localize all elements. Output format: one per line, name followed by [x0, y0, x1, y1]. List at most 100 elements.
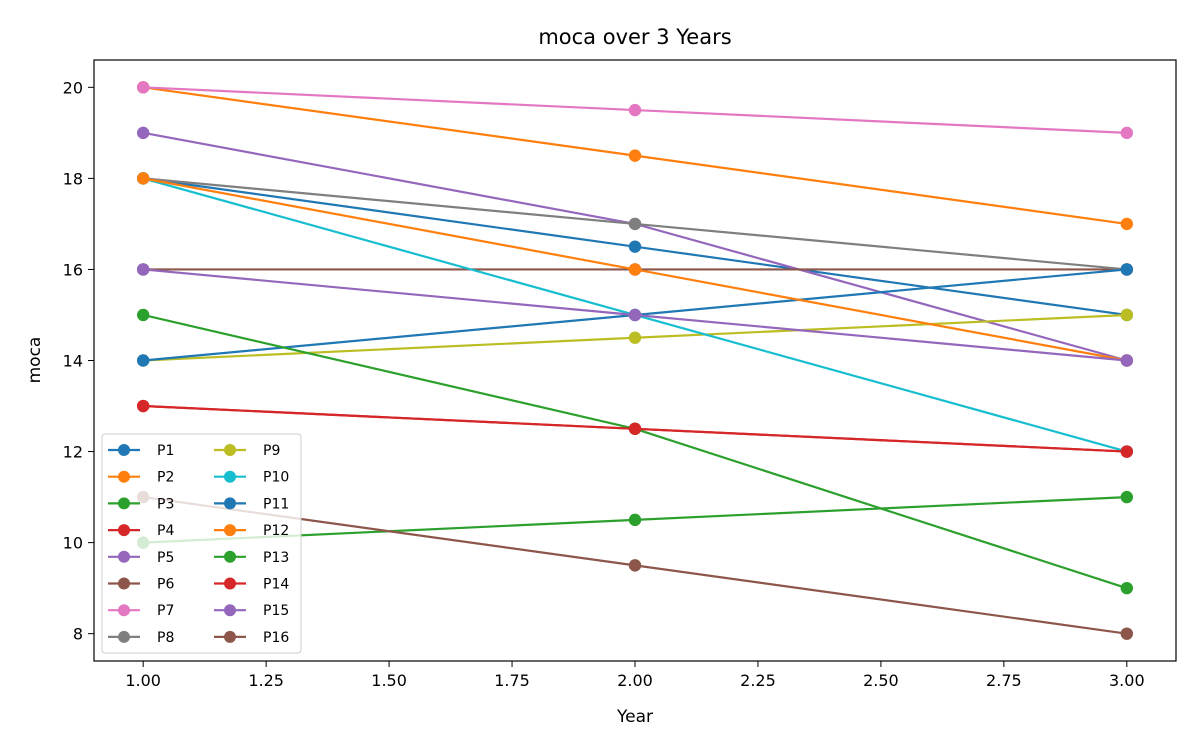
legend-marker [118, 497, 130, 510]
legend-label: P1 [157, 443, 174, 459]
legend-label: P4 [157, 523, 174, 539]
series-layer [136, 81, 1134, 640]
legend-marker [224, 577, 236, 590]
data-point [628, 559, 642, 572]
legend-label: P15 [263, 603, 289, 619]
legend-entry: P13 [214, 550, 289, 566]
legend-marker [224, 470, 236, 483]
legend-marker [118, 444, 130, 456]
y-tick-label: 20 [63, 78, 83, 97]
legend-marker [118, 470, 130, 483]
legend-label: P11 [263, 496, 289, 512]
data-point [1120, 490, 1134, 504]
legend-entry: P5 [108, 550, 174, 566]
y-tick-label: 12 [63, 443, 83, 462]
legend-marker [224, 604, 236, 617]
x-axis-label: Year [616, 707, 653, 727]
legend-entry: P10 [214, 470, 289, 486]
legend-items: P1 P2 P3 P4 P5 P6 P7 P8 P9 P10 P11 P12 P13 P14 P15 P16 [108, 443, 289, 646]
data-point [136, 263, 150, 276]
series-p14 [136, 399, 1134, 458]
legend-marker [118, 550, 130, 563]
legend-label: P5 [157, 550, 174, 566]
legend-marker [224, 550, 236, 563]
legend-label: P8 [157, 630, 174, 646]
legend-entry: P7 [108, 603, 174, 619]
y-axis-ticks: 8 10 12 14 16 18 20 [63, 78, 94, 644]
series-p8 [136, 172, 1134, 276]
data-point [1120, 217, 1134, 231]
y-tick-label: 16 [63, 260, 83, 279]
data-point [136, 399, 150, 413]
legend-marker [224, 630, 236, 643]
legend-label: P16 [263, 630, 289, 646]
series-p1 [136, 172, 1134, 322]
data-point [136, 81, 150, 94]
data-point [628, 240, 642, 253]
data-point [628, 103, 642, 117]
data-point [628, 422, 642, 435]
y-tick-label: 8 [73, 625, 83, 644]
data-point [136, 172, 150, 185]
y-tick-label: 10 [63, 534, 83, 553]
y-tick-label: 18 [63, 169, 83, 188]
legend-label: P10 [263, 470, 289, 486]
x-tick-label: 2.25 [740, 671, 776, 690]
data-point [1120, 126, 1134, 140]
legend-marker [118, 577, 130, 590]
legend-marker [118, 630, 130, 643]
legend-label: P3 [157, 496, 174, 512]
data-point [136, 308, 150, 322]
series-p2 [136, 81, 1134, 231]
legend-marker [224, 497, 236, 510]
series-p15 [136, 263, 1134, 367]
x-tick-label: 1.00 [125, 671, 161, 690]
legend-entry: P12 [214, 523, 289, 539]
legend-marker [224, 524, 236, 537]
x-tick-label: 3.00 [1109, 671, 1145, 690]
data-point [628, 331, 642, 344]
legend: P1 P2 P3 P4 P5 P6 P7 P8 P9 P10 P11 P12 P13 P14 P15 P16 [101, 433, 302, 654]
data-point [1120, 263, 1134, 276]
x-tick-label: 2.75 [986, 671, 1022, 690]
legend-marker [224, 444, 236, 456]
legend-entry: P16 [214, 630, 289, 646]
legend-label: P13 [263, 550, 289, 566]
x-axis-ticks: 1.00 1.25 1.50 1.75 2.00 2.25 2.50 2.75 3.00 [125, 661, 1145, 690]
legend-entry: P8 [108, 630, 174, 646]
legend-entry: P4 [108, 523, 174, 539]
data-point [628, 513, 642, 527]
data-point [628, 263, 642, 276]
data-point [1120, 308, 1134, 322]
legend-entry: P9 [214, 443, 280, 459]
legend-entry: P11 [214, 496, 289, 512]
x-tick-label: 2.00 [617, 671, 653, 690]
legend-label: P14 [263, 577, 289, 593]
series-p7 [136, 81, 1134, 140]
legend-marker [118, 604, 130, 617]
data-point [1120, 354, 1134, 367]
legend-label: P12 [263, 523, 289, 539]
legend-entry: P6 [108, 577, 174, 593]
legend-entry: P14 [214, 577, 289, 593]
data-point [136, 354, 150, 367]
legend-label: P7 [157, 603, 174, 619]
data-point [628, 149, 642, 162]
legend-marker [118, 524, 130, 537]
legend-entry: P15 [214, 603, 289, 619]
chart-title: moca over 3 Years [538, 25, 731, 49]
legend-label: P6 [157, 577, 174, 593]
x-tick-label: 1.50 [371, 671, 407, 690]
data-point [628, 217, 642, 231]
data-point [1120, 627, 1134, 640]
data-point [136, 126, 150, 140]
y-axis-label: moca [25, 337, 45, 384]
legend-label: P9 [263, 443, 280, 459]
legend-entry: P3 [108, 496, 174, 512]
data-point [628, 308, 642, 322]
legend-entry: P1 [108, 443, 174, 459]
legend-box [101, 433, 302, 654]
legend-entry: P2 [108, 470, 174, 486]
